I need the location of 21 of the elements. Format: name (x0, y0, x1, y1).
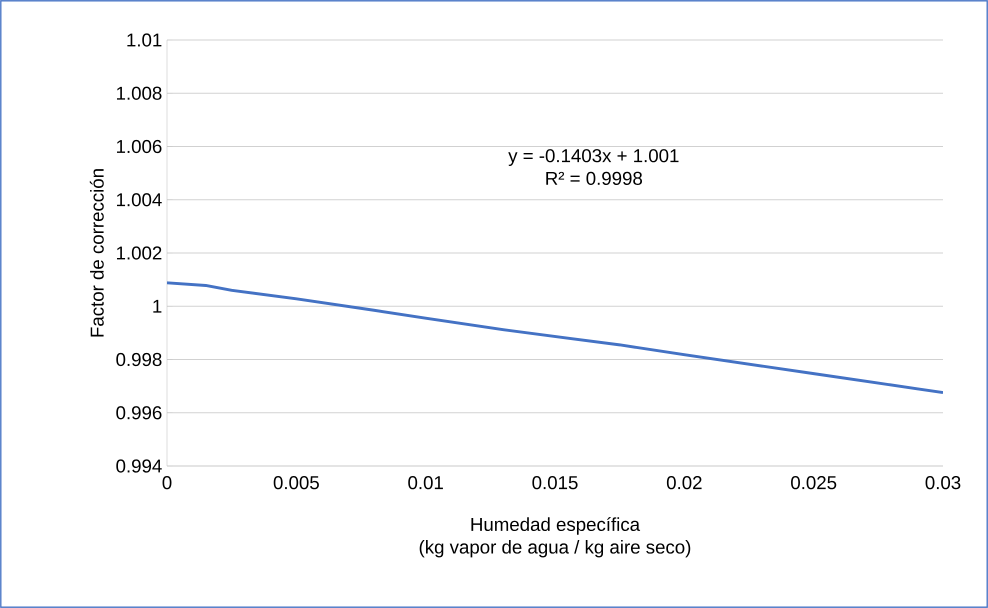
x-tick-label: 0.02 (666, 476, 702, 490)
x-tick-label: 0 (162, 476, 172, 490)
x-tick-label: 0.03 (926, 476, 960, 490)
y-tick-label: 1.01 (127, 33, 162, 47)
y-tick-label: 0.998 (116, 352, 162, 366)
x-tick-label: 0.015 (532, 476, 578, 490)
y-tick-label: 1.008 (117, 86, 162, 100)
x-axis-title: Humedad específica (kg vapor de agua / kg aire seco) (420, 517, 690, 558)
annotation: y = -0.1403x + 1.001 (508, 149, 678, 166)
x-tick-label: 0.01 (408, 476, 443, 490)
x-tick-label: 0.005 (274, 476, 319, 490)
y-tick-label: 0.994 (116, 459, 162, 473)
y-tick-label: 1 (153, 300, 162, 313)
line-series (167, 281, 944, 394)
y-tick-label: 1.004 (117, 193, 162, 206)
annotation: R² = 0.9998 (546, 172, 642, 185)
y-axis-title: Factor de corrección (90, 169, 104, 337)
x-tick-label: 0.025 (791, 476, 836, 490)
y-tick-label: 1.006 (117, 140, 162, 154)
y-tick-label: 0.996 (116, 406, 162, 420)
y-tick-label: 1.002 (117, 246, 162, 260)
